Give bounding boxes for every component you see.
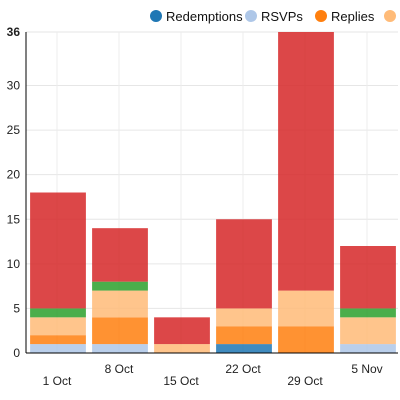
x-tick-label: 15 Oct (163, 374, 199, 388)
bar-segment[interactable] (30, 344, 86, 353)
bar-segment[interactable] (340, 246, 396, 309)
bar-segment[interactable] (278, 290, 334, 327)
bar-segment[interactable] (92, 344, 148, 353)
bar-segment[interactable] (154, 317, 210, 345)
bar-segment[interactable] (30, 192, 86, 309)
bar-segment[interactable] (216, 344, 272, 353)
legend-label[interactable]: RSVPs (261, 9, 303, 24)
legend-label[interactable]: Replies (331, 9, 375, 24)
bars (30, 32, 396, 353)
bar-segment[interactable] (154, 344, 210, 353)
legend-swatch[interactable] (315, 10, 327, 22)
y-tick-label: 5 (13, 301, 20, 315)
bar-segment[interactable] (30, 335, 86, 345)
bar-segment[interactable] (340, 317, 396, 345)
bar-segment[interactable] (278, 32, 334, 291)
legend: Redemptions RSVPs Replies (150, 9, 396, 24)
x-tick-label: 22 Oct (225, 362, 261, 376)
bar-segment[interactable] (92, 281, 148, 291)
bar-segment[interactable] (216, 219, 272, 309)
x-tick-label: 29 Oct (287, 374, 323, 388)
y-tick-label: 36 (7, 25, 21, 39)
y-tick-label: 20 (7, 168, 21, 182)
x-tick-label: 5 Nov (351, 362, 382, 376)
x-tick-label: 8 Oct (105, 362, 134, 376)
bar-segment[interactable] (30, 317, 86, 336)
bar-segment[interactable] (92, 290, 148, 318)
y-tick-label: 25 (7, 123, 21, 137)
bar-segment[interactable] (30, 308, 86, 318)
y-tick-label: 30 (7, 79, 21, 93)
x-tick-label: 1 Oct (43, 374, 72, 388)
y-tick-label: 10 (7, 257, 21, 271)
y-tick-label: 15 (7, 212, 21, 226)
y-tick-label: 0 (13, 346, 20, 360)
bar-segment[interactable] (92, 317, 148, 345)
bar-segment[interactable] (216, 326, 272, 345)
bar-segment[interactable] (340, 344, 396, 353)
legend-label[interactable]: Redemptions (166, 9, 243, 24)
bar-segment[interactable] (216, 308, 272, 327)
bar-segment[interactable] (340, 308, 396, 318)
bar-segment[interactable] (92, 228, 148, 282)
bar-segment[interactable] (278, 326, 334, 353)
legend-swatch[interactable] (245, 10, 257, 22)
legend-swatch[interactable] (384, 10, 396, 22)
legend-swatch[interactable] (150, 10, 162, 22)
axes: 0 5 10 15 20 25 30 36 1 Oct 8 Oct 15 Oct 22 Oct 29 O… (7, 25, 398, 388)
